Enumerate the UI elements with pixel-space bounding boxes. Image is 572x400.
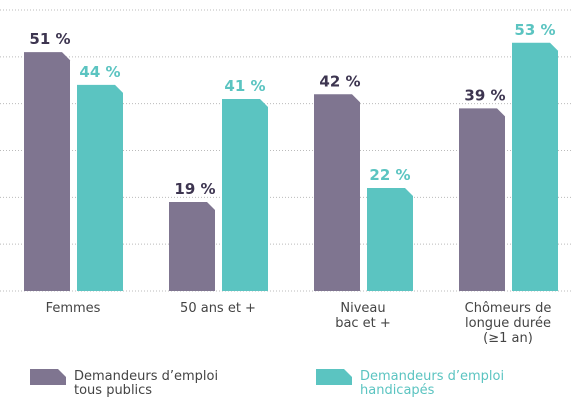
bar — [169, 202, 215, 291]
value-label: 22 % — [369, 166, 410, 184]
value-label: 19 % — [174, 180, 215, 198]
value-label: 44 % — [79, 63, 120, 81]
legend-label: Demandeurs d’emploi handicapés — [360, 369, 505, 398]
x-tick-label: Niveau bac et + — [335, 301, 391, 331]
bar — [77, 84, 123, 291]
x-tick-label: 50 ans et + — [180, 301, 256, 316]
bar — [367, 187, 413, 291]
x-tick-label: Femmes — [45, 301, 101, 316]
legend-label: Demandeurs d’emploi tous publics — [74, 369, 219, 398]
value-label: 41 % — [224, 77, 265, 95]
x-tick-label: Chômeurs de longue durée (≥1 an) — [464, 301, 552, 346]
value-label: 51 % — [29, 30, 70, 48]
bar — [24, 52, 70, 292]
bar — [222, 98, 268, 291]
value-label: 42 % — [319, 72, 360, 90]
value-label: 39 % — [464, 86, 505, 104]
bar — [459, 108, 505, 291]
legend-swatch — [316, 369, 352, 385]
bar — [314, 94, 360, 291]
legend-swatch — [30, 369, 66, 385]
value-label: 53 % — [514, 21, 555, 39]
bar — [512, 42, 558, 292]
